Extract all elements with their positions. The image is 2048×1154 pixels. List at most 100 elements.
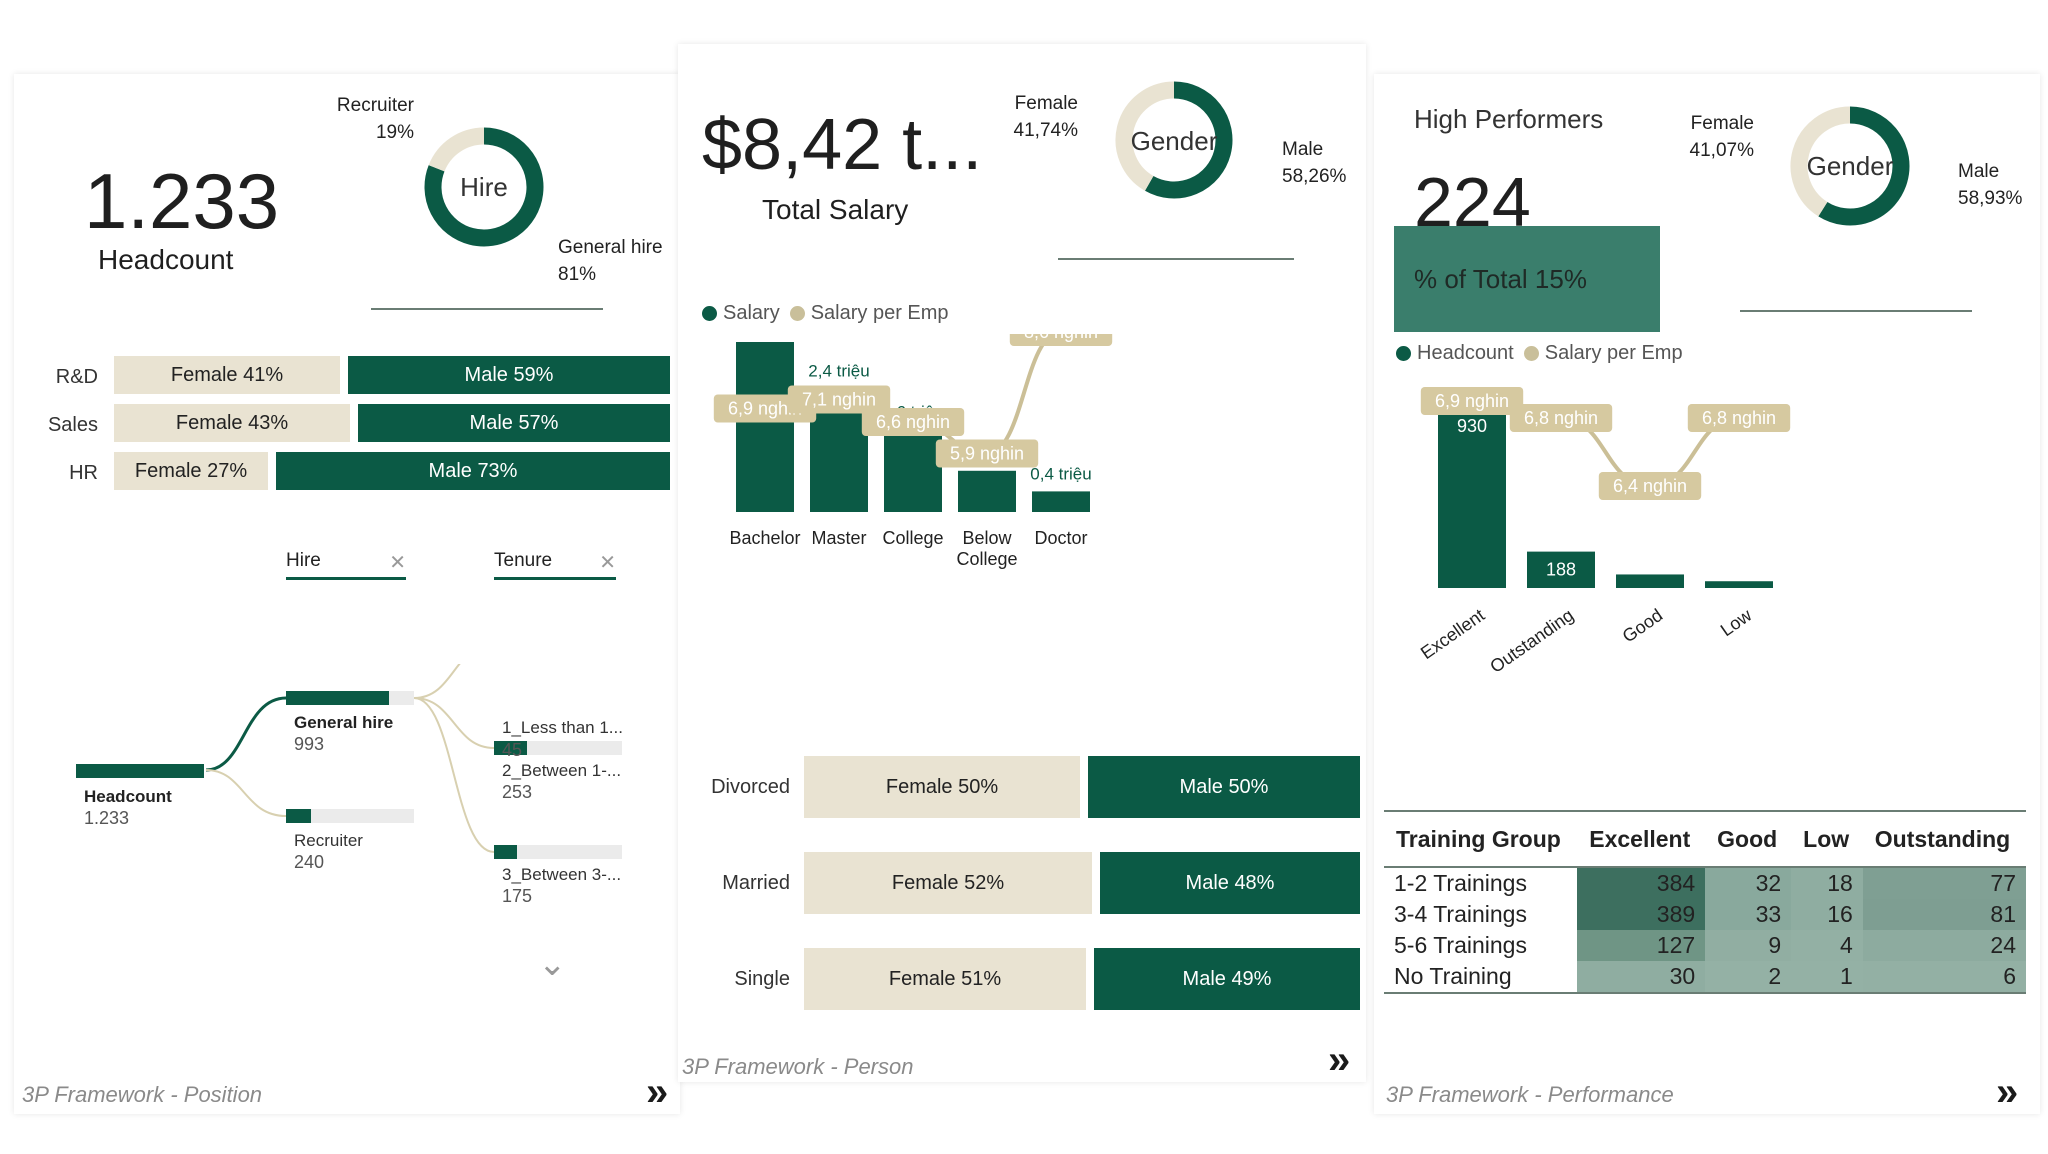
table-cell: 16 — [1791, 899, 1863, 930]
header-good[interactable]: Good — [1705, 812, 1792, 868]
salary-bar[interactable] — [736, 342, 794, 512]
marital-label-married: Married — [722, 872, 790, 894]
performance-gender-donut[interactable]: Gender — [1768, 84, 1932, 248]
header-outstanding[interactable]: Outstanding — [1862, 812, 2026, 868]
perf-salary-per-emp-data-label-bg — [1420, 387, 1524, 415]
tree-leaf-3-bar[interactable] — [494, 845, 517, 859]
salary-bar-data-label: 2,4 triệu — [808, 361, 869, 380]
hire-donut[interactable]: Hire — [399, 102, 569, 272]
marital-label-divorced: Divorced — [711, 776, 790, 798]
tree-leaf-3-label: 3_Between 3-... — [502, 865, 621, 884]
tree-leaf-2-bar[interactable] — [494, 741, 527, 755]
performance-next-chevrons-icon[interactable]: » — [1996, 1070, 2019, 1114]
performance-rating-chart[interactable]: 930 Excellent 188 Outstanding Good Low 6,9 ngh… — [1374, 374, 2040, 694]
headcount-kpi-value: 1.233 — [84, 157, 280, 245]
headcount-bar[interactable] — [1705, 581, 1773, 588]
donut-slice-recruiter[interactable] — [428, 127, 485, 172]
hire-slicer[interactable]: Hire ✕ — [286, 550, 406, 580]
donut-slice-male[interactable] — [1144, 81, 1233, 199]
legend-salary-label[interactable]: Salary — [723, 302, 780, 324]
dept-label-hr: HR — [69, 462, 98, 484]
dept-sales-female-bar[interactable]: Female 43% — [114, 404, 350, 442]
salary-per-emp-data-label: 5,9 nghin — [950, 444, 1024, 464]
education-salary-chart[interactable]: 3,3 triệuBachelor2,4 triệuMaster1,6 triệ… — [678, 334, 1366, 754]
table-row: 3-4 Trainings 389 33 16 81 — [1384, 899, 2026, 930]
table-cell: 2 — [1705, 961, 1792, 994]
performance-kpi-divider — [1740, 310, 1972, 312]
tree-recruiter-bar-bg — [286, 809, 414, 823]
salary-bar[interactable] — [1032, 491, 1090, 512]
tree-leaf-2-value: 253 — [502, 782, 532, 802]
tree-link-recruiter — [205, 769, 287, 817]
donut-slice-female[interactable] — [1790, 106, 1851, 217]
rating-x-tick-label: Excellent — [1417, 605, 1488, 663]
performance-female-label-text: Female — [1690, 113, 1754, 134]
tree-general-bar[interactable] — [286, 691, 389, 705]
salary-bar[interactable] — [958, 470, 1016, 512]
tenure-slicer-close-icon[interactable]: ✕ — [599, 552, 616, 574]
performance-female-pct: 41,07% — [1689, 140, 1754, 161]
person-male-pct: 58,26% — [1282, 166, 1347, 187]
tree-link-leaf-3 — [413, 697, 495, 853]
tree-scroll-down-icon[interactable]: ⌄ — [538, 945, 567, 983]
marital-single-male-bar[interactable]: Male 49% — [1094, 948, 1360, 1010]
hire-slicer-close-icon[interactable]: ✕ — [389, 552, 406, 574]
person-gender-donut-center-label: Gender — [1131, 126, 1218, 156]
table-top-divider — [1384, 810, 2026, 812]
performance-gender-donut-center-label: Gender — [1807, 151, 1894, 181]
table-cell: 389 — [1577, 899, 1706, 930]
headcount-bar[interactable] — [1438, 408, 1506, 588]
person-gender-donut[interactable]: Gender — [1094, 60, 1254, 220]
header-training-group[interactable]: Training Group — [1384, 812, 1578, 868]
tree-recruiter-bar[interactable] — [286, 809, 311, 823]
position-footer: 3P Framework - Position — [22, 1082, 263, 1107]
headcount-bar[interactable] — [1616, 574, 1684, 588]
salary-per-emp-data-label-bg — [935, 439, 1039, 468]
salary-bar[interactable] — [884, 429, 942, 512]
performance-male-label: Male 58,93% — [1958, 158, 2022, 212]
education-x-tick-label: Below — [962, 528, 1012, 548]
dept-sales-male-bar[interactable]: Male 57% — [358, 404, 670, 442]
legend-salary-per-emp-label[interactable]: Salary per Emp — [810, 302, 949, 324]
dept-hr-male-bar[interactable]: Male 73% — [276, 452, 670, 490]
donut-slice-male[interactable] — [1818, 106, 1910, 226]
rating-x-tick-label: Outstanding — [1486, 605, 1577, 677]
table-header-row: Training Group Excellent Good Low Outsta… — [1384, 812, 2026, 868]
recruiter-label-text: Recruiter — [336, 95, 414, 116]
decomposition-tree[interactable]: Headcount 1.233 General hire 993 Recruit… — [14, 664, 680, 1014]
tree-leaf-3-bar-bg — [494, 845, 622, 859]
marital-divorced-male-bar[interactable]: Male 50% — [1088, 756, 1360, 818]
donut-slice-female[interactable] — [1115, 81, 1175, 191]
table-cell: 81 — [1862, 899, 2026, 930]
marital-married-male-bar[interactable]: Male 48% — [1100, 852, 1360, 914]
table-cell-group: 1-2 Trainings — [1394, 870, 1527, 896]
recruiter-label: Recruiter 19% — [324, 92, 414, 146]
education-x-tick-label: Bachelor — [729, 528, 800, 548]
person-next-chevrons-icon[interactable]: » — [1328, 1038, 1351, 1082]
position-next-chevrons-icon[interactable]: » — [646, 1070, 669, 1114]
donut-slice-general-hire[interactable] — [424, 127, 544, 247]
dept-rd-male-bar[interactable]: Male 59% — [348, 356, 670, 394]
dept-rd-female-bar[interactable]: Female 41% — [114, 356, 340, 394]
legend-headcount-label[interactable]: Headcount — [1417, 342, 1514, 364]
table-cell: 4 — [1791, 930, 1863, 961]
dept-label-rd: R&D — [55, 366, 98, 388]
dept-hr-female-bar[interactable]: Female 27% — [114, 452, 268, 490]
tree-recruiter-value: 240 — [294, 852, 324, 872]
tree-root-bar[interactable] — [76, 764, 204, 778]
header-excellent[interactable]: Excellent — [1577, 812, 1706, 868]
legend-perf-salary-per-emp-dot — [1523, 346, 1539, 361]
rating-x-tick-label: Good — [1619, 605, 1667, 647]
headcount-bar[interactable] — [1527, 551, 1595, 588]
person-male-label-text: Male — [1282, 139, 1324, 160]
marital-divorced-female-bar[interactable]: Female 50% — [804, 756, 1080, 818]
headcount-kpi-label: Headcount — [98, 244, 234, 275]
tree-general-label: General hire — [294, 713, 393, 732]
header-low[interactable]: Low — [1791, 812, 1863, 868]
tenure-slicer[interactable]: Tenure ✕ — [494, 550, 616, 580]
hire-slicer-label: Hire — [286, 550, 321, 571]
marital-single-female-bar[interactable]: Female 51% — [804, 948, 1086, 1010]
person-female-label-text: Female — [1014, 93, 1078, 114]
legend-perf-salary-per-emp-label[interactable]: Salary per Emp — [1544, 342, 1683, 364]
marital-married-female-bar[interactable]: Female 52% — [804, 852, 1092, 914]
